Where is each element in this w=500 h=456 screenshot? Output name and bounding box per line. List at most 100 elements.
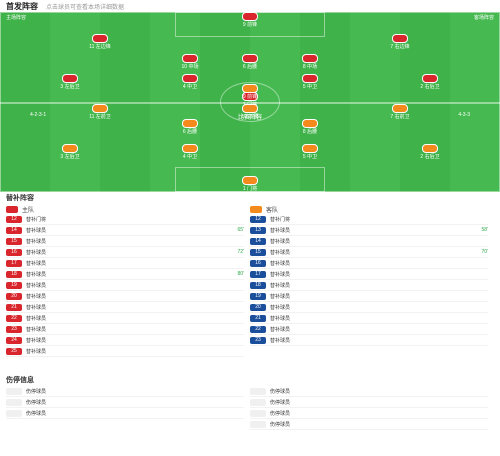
home-sub-row[interactable]: 21 替补球员 bbox=[6, 302, 244, 313]
home-sub-row[interactable]: 20 替补球员 bbox=[6, 291, 244, 302]
home-sub-row[interactable]: 12 替补门将 bbox=[6, 214, 244, 225]
player-name: 替补球员 bbox=[26, 315, 47, 322]
player-name: 3 左后卫 bbox=[60, 154, 80, 160]
home-sub-row[interactable]: 19 替补球员 bbox=[6, 280, 244, 291]
home-player[interactable]: 3 左后卫 bbox=[52, 144, 88, 160]
shirt-icon bbox=[182, 119, 198, 128]
player-name: 替补球员 bbox=[26, 249, 47, 256]
player-name: 11 左边锋 bbox=[89, 44, 111, 50]
away-injury-row[interactable]: 伤停球员 bbox=[250, 408, 488, 419]
away-injury-row[interactable]: 伤停球员 bbox=[250, 419, 488, 430]
home-sub-row[interactable]: 24 替补球员 bbox=[6, 335, 244, 346]
away-tag: 客场阵容 bbox=[473, 15, 494, 21]
shirt-icon bbox=[392, 34, 408, 43]
player-name: 替补球员 bbox=[270, 293, 291, 300]
away-sub-row[interactable]: 23 替补球员 bbox=[250, 335, 488, 346]
away-sub-row[interactable]: 20 替补球员 bbox=[250, 302, 488, 313]
home-player[interactable]: 11 左前卫 bbox=[82, 104, 118, 120]
bottom-box bbox=[175, 167, 325, 192]
player-number bbox=[250, 387, 266, 395]
player-name: 伤停球员 bbox=[270, 410, 291, 417]
home-player[interactable]: 10 前腰 bbox=[232, 104, 268, 120]
player-name: 替补球员 bbox=[26, 326, 47, 333]
home-injuries: 伤停球员 伤停球员 伤停球员 bbox=[6, 386, 250, 456]
sub-time: 72' bbox=[237, 249, 244, 255]
home-player[interactable]: 5 中卫 bbox=[292, 144, 328, 160]
away-sub-row[interactable]: 15 替补球员 70' bbox=[250, 247, 488, 258]
away-sub-row[interactable]: 19 替补球员 bbox=[250, 291, 488, 302]
away-sub-row[interactable]: 13 替补球员 58' bbox=[250, 225, 488, 236]
player-name: 伤停球员 bbox=[270, 388, 291, 395]
player-number: 18 bbox=[6, 270, 22, 278]
home-sub-row[interactable]: 15 替补球员 bbox=[6, 236, 244, 247]
home-injury-row[interactable]: 伤停球员 bbox=[6, 386, 244, 397]
player-name: 替补球员 bbox=[26, 238, 47, 245]
away-sub-row[interactable]: 12 替补门将 bbox=[250, 214, 488, 225]
player-name: 替补球员 bbox=[270, 326, 291, 333]
shirt-icon bbox=[242, 104, 258, 113]
shirt-icon bbox=[182, 144, 198, 153]
sub-time: 58' bbox=[481, 227, 488, 233]
away-player[interactable]: 4 中卫 bbox=[172, 74, 208, 90]
home-player[interactable]: 9 前锋 bbox=[232, 84, 268, 100]
shirt-icon bbox=[242, 12, 258, 21]
home-player[interactable]: 4 中卫 bbox=[172, 144, 208, 160]
player-name: 10 前腰 bbox=[241, 114, 259, 120]
home-sub-row[interactable]: 18 替补球员 80' bbox=[6, 269, 244, 280]
player-name: 3 左后卫 bbox=[60, 84, 80, 90]
player-number bbox=[6, 398, 22, 406]
player-name: 替补门将 bbox=[26, 216, 47, 223]
away-player[interactable]: 9 前锋 bbox=[232, 12, 268, 28]
away-player[interactable]: 10 中场 bbox=[172, 54, 208, 70]
away-player[interactable]: 5 中卫 bbox=[292, 74, 328, 90]
shirt-icon bbox=[242, 54, 258, 63]
player-name: 9 前锋 bbox=[242, 94, 258, 100]
away-sub-row[interactable]: 16 替补球员 bbox=[250, 258, 488, 269]
home-player[interactable]: 2 右后卫 bbox=[412, 144, 448, 160]
away-injury-row[interactable]: 伤停球员 bbox=[250, 397, 488, 408]
home-player[interactable]: 8 后腰 bbox=[292, 119, 328, 135]
away-player[interactable]: 11 左边锋 bbox=[82, 34, 118, 50]
home-subs-head: 主队 bbox=[6, 204, 244, 214]
away-player[interactable]: 8 中场 bbox=[292, 54, 328, 70]
away-player[interactable]: 2 右后卫 bbox=[412, 74, 448, 90]
injuries-section: 伤停球员 伤停球员 伤停球员 伤停球员 伤停球员 伤停球员 伤停球员 bbox=[0, 386, 500, 456]
away-player[interactable]: 6 后腰 bbox=[232, 54, 268, 70]
shirt-icon bbox=[302, 144, 318, 153]
home-sub-row[interactable]: 17 替补球员 bbox=[6, 258, 244, 269]
lineup-header: 首发阵容 点击球员可查看本场详细数据 bbox=[0, 0, 500, 12]
home-sub-row[interactable]: 16 替补球员 72' bbox=[6, 247, 244, 258]
sub-time: 70' bbox=[481, 249, 488, 255]
home-player[interactable]: 1 门将 bbox=[232, 176, 268, 192]
player-name: 替补球员 bbox=[26, 227, 47, 234]
player-number: 23 bbox=[250, 336, 266, 344]
away-sub-row[interactable]: 18 替补球员 bbox=[250, 280, 488, 291]
home-player[interactable]: 7 右前卫 bbox=[382, 104, 418, 120]
sub-time: 65' bbox=[237, 227, 244, 233]
away-sub-row[interactable]: 22 替补球员 bbox=[250, 324, 488, 335]
away-sub-row[interactable]: 14 替补球员 bbox=[250, 236, 488, 247]
player-number: 15 bbox=[6, 237, 22, 245]
away-player[interactable]: 7 右边锋 bbox=[382, 34, 418, 50]
home-sub-row[interactable]: 23 替补球员 bbox=[6, 324, 244, 335]
away-team-logo-icon bbox=[250, 205, 262, 213]
shirt-icon bbox=[392, 104, 408, 113]
subs-title: 替补阵容 bbox=[6, 195, 34, 202]
player-name: 伤停球员 bbox=[26, 388, 47, 395]
home-injury-row[interactable]: 伤停球员 bbox=[6, 397, 244, 408]
home-sub-row[interactable]: 14 替补球员 65' bbox=[6, 225, 244, 236]
home-sub-row[interactable]: 22 替补球员 bbox=[6, 313, 244, 324]
player-name: 替补球员 bbox=[270, 249, 291, 256]
away-player[interactable]: 3 左后卫 bbox=[52, 74, 88, 90]
home-injury-row[interactable]: 伤停球员 bbox=[6, 408, 244, 419]
away-sub-row[interactable]: 21 替补球员 bbox=[250, 313, 488, 324]
player-name: 10 中场 bbox=[181, 64, 199, 70]
player-name: 替补球员 bbox=[26, 304, 47, 311]
home-player[interactable]: 6 后腰 bbox=[172, 119, 208, 135]
player-name: 替补球员 bbox=[26, 293, 47, 300]
home-sub-row[interactable]: 25 替补球员 bbox=[6, 346, 244, 357]
away-injury-row[interactable]: 伤停球员 bbox=[250, 386, 488, 397]
player-number: 19 bbox=[6, 281, 22, 289]
shirt-icon bbox=[242, 176, 258, 185]
away-sub-row[interactable]: 17 替补球员 bbox=[250, 269, 488, 280]
